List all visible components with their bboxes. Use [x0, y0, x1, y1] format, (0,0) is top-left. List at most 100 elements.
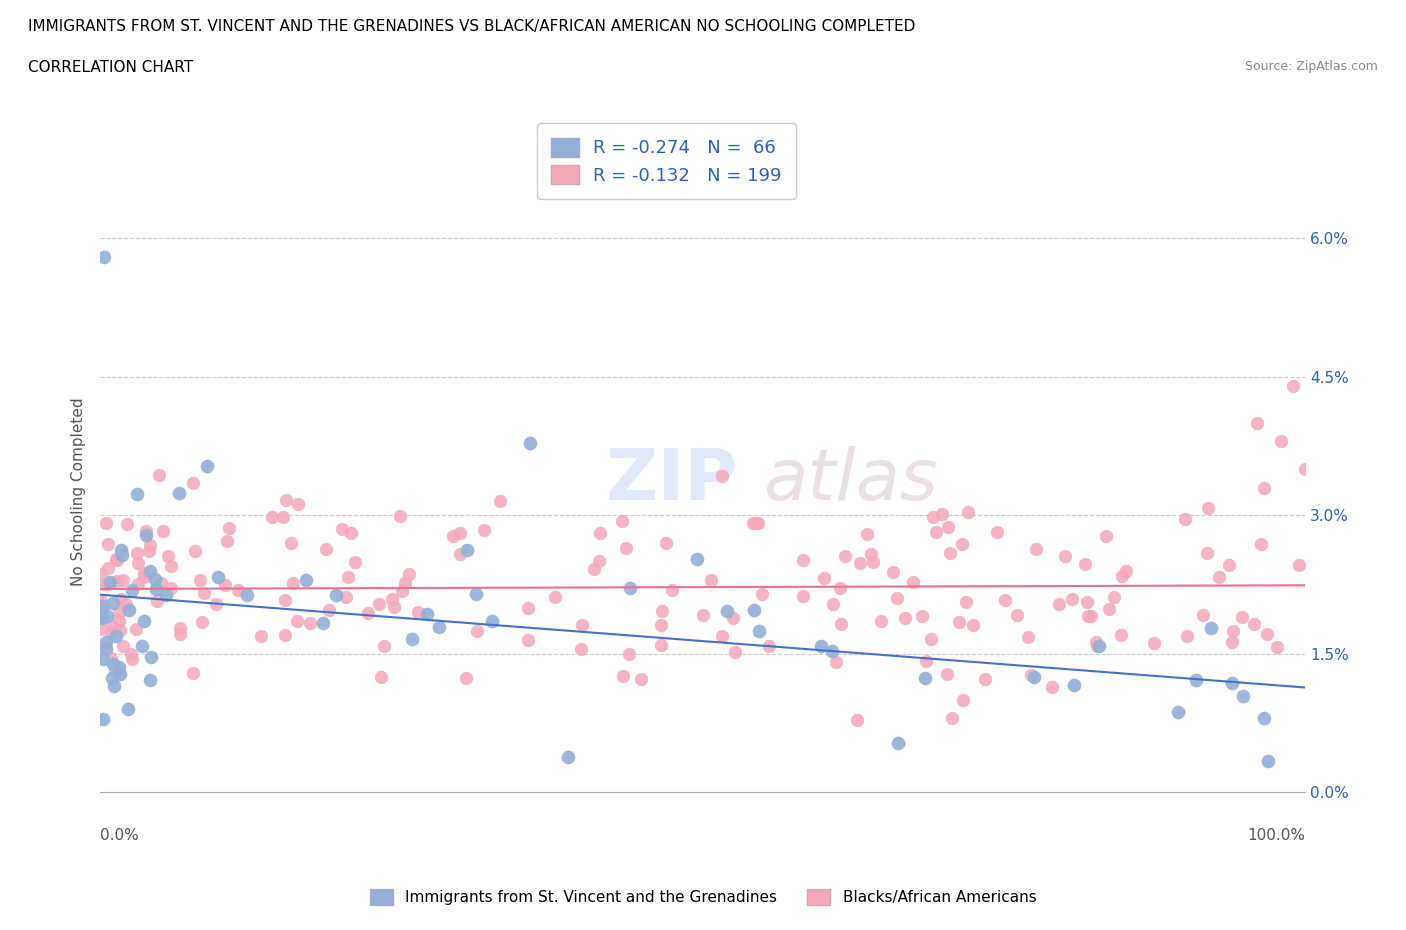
Point	[138, 544, 160, 559]
Point	[1085, 635, 1108, 650]
Point	[1257, 753, 1279, 768]
Point	[181, 475, 204, 490]
Point	[117, 701, 139, 716]
Point	[571, 642, 593, 657]
Point	[661, 582, 683, 597]
Point	[1074, 556, 1097, 571]
Point	[167, 486, 190, 501]
Point	[1243, 617, 1265, 631]
Point	[1019, 668, 1042, 683]
Point	[823, 596, 845, 611]
Point	[1053, 549, 1076, 564]
Point	[281, 576, 304, 591]
Point	[1265, 640, 1288, 655]
Point	[110, 591, 132, 606]
Point	[101, 595, 124, 610]
Point	[274, 627, 297, 642]
Point	[1220, 634, 1243, 649]
Point	[104, 664, 127, 679]
Point	[986, 525, 1008, 539]
Point	[108, 623, 131, 638]
Point	[93, 249, 115, 264]
Point	[218, 520, 240, 535]
Point	[456, 542, 478, 557]
Point	[344, 554, 367, 569]
Point	[117, 603, 139, 618]
Point	[751, 587, 773, 602]
Point	[217, 534, 239, 549]
Point	[139, 564, 162, 578]
Point	[1282, 379, 1305, 393]
Point	[330, 522, 353, 537]
Point	[870, 613, 893, 628]
Point	[155, 587, 177, 602]
Point	[139, 650, 162, 665]
Point	[91, 599, 114, 614]
Point	[711, 469, 734, 484]
Point	[325, 588, 347, 603]
Point	[464, 587, 486, 602]
Point	[825, 654, 848, 669]
Point	[856, 527, 879, 542]
Point	[271, 510, 294, 525]
Point	[1111, 569, 1133, 584]
Point	[112, 639, 135, 654]
Point	[519, 436, 541, 451]
Point	[107, 614, 129, 629]
Point	[143, 571, 166, 586]
Point	[335, 590, 357, 604]
Point	[103, 679, 125, 694]
Point	[692, 607, 714, 622]
Point	[127, 556, 149, 571]
Point	[449, 525, 471, 540]
Point	[145, 581, 167, 596]
Point	[1062, 591, 1084, 606]
Point	[315, 541, 337, 556]
Point	[617, 646, 640, 661]
Point	[914, 653, 936, 668]
Point	[262, 510, 284, 525]
Point	[1185, 672, 1208, 687]
Point	[139, 672, 162, 687]
Point	[914, 671, 936, 686]
Point	[931, 506, 953, 521]
Point	[588, 553, 610, 568]
Point	[650, 618, 672, 632]
Point	[449, 546, 471, 561]
Point	[1288, 557, 1310, 572]
Point	[481, 614, 503, 629]
Point	[957, 505, 980, 520]
Point	[105, 628, 128, 643]
Point	[160, 559, 183, 574]
Point	[191, 614, 214, 629]
Point	[249, 629, 271, 644]
Point	[214, 578, 236, 592]
Point	[544, 590, 567, 604]
Point	[887, 736, 910, 751]
Point	[952, 692, 974, 707]
Text: ZIP: ZIP	[606, 445, 738, 514]
Point	[721, 610, 744, 625]
Point	[830, 617, 852, 631]
Point	[96, 608, 118, 623]
Y-axis label: No Schooling Completed: No Schooling Completed	[72, 398, 86, 586]
Point	[97, 577, 120, 591]
Point	[571, 618, 593, 632]
Point	[100, 651, 122, 666]
Point	[813, 570, 835, 585]
Point	[1025, 541, 1047, 556]
Point	[1080, 608, 1102, 623]
Point	[711, 629, 734, 644]
Point	[1197, 500, 1219, 515]
Point	[557, 750, 579, 764]
Point	[127, 577, 149, 591]
Point	[882, 565, 904, 579]
Point	[105, 551, 128, 566]
Point	[901, 575, 924, 590]
Point	[94, 641, 117, 656]
Point	[394, 575, 416, 590]
Point	[845, 712, 868, 727]
Point	[90, 567, 112, 582]
Point	[1195, 545, 1218, 560]
Point	[1232, 688, 1254, 703]
